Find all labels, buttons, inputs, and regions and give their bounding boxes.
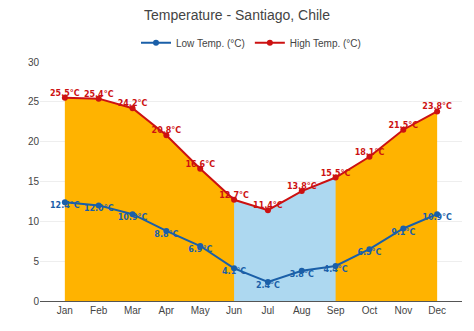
svg-text:16.6°C: 16.6°C bbox=[185, 160, 215, 169]
svg-text:25: 25 bbox=[28, 96, 40, 107]
svg-text:Mar: Mar bbox=[124, 305, 142, 316]
svg-text:13.8°C: 13.8°C bbox=[287, 182, 317, 191]
svg-text:20: 20 bbox=[28, 136, 40, 147]
svg-text:30: 30 bbox=[28, 57, 40, 68]
svg-text:4.1°C: 4.1°C bbox=[222, 267, 246, 276]
svg-text:10.9°C: 10.9°C bbox=[422, 213, 452, 222]
svg-text:2.4°C: 2.4°C bbox=[256, 281, 280, 290]
svg-text:Jan: Jan bbox=[57, 305, 73, 316]
svg-text:18.1°C: 18.1°C bbox=[355, 148, 385, 157]
svg-text:15.5°C: 15.5°C bbox=[321, 169, 351, 178]
svg-text:Nov: Nov bbox=[394, 305, 412, 316]
svg-text:25.5°C: 25.5°C bbox=[50, 89, 80, 98]
svg-text:10: 10 bbox=[28, 216, 40, 227]
svg-text:Jun: Jun bbox=[226, 305, 242, 316]
svg-text:Aug: Aug bbox=[293, 305, 311, 316]
svg-text:23.8°C: 23.8°C bbox=[422, 102, 452, 111]
svg-text:8.8°C: 8.8°C bbox=[154, 230, 178, 239]
svg-text:20.8°C: 20.8°C bbox=[152, 126, 182, 135]
svg-text:6.9°C: 6.9°C bbox=[188, 245, 212, 254]
svg-text:24.2°C: 24.2°C bbox=[118, 99, 148, 108]
svg-text:Oct: Oct bbox=[362, 305, 378, 316]
svg-text:11.4°C: 11.4°C bbox=[253, 201, 283, 210]
svg-text:6.5°C: 6.5°C bbox=[357, 248, 381, 257]
svg-text:12.7°C: 12.7°C bbox=[219, 191, 249, 200]
svg-text:5: 5 bbox=[33, 256, 39, 267]
svg-text:Low Temp. (°C): Low Temp. (°C) bbox=[176, 38, 245, 49]
svg-text:25.4°C: 25.4°C bbox=[84, 90, 114, 99]
svg-text:21.5°C: 21.5°C bbox=[388, 121, 418, 130]
svg-text:0: 0 bbox=[33, 296, 39, 307]
svg-text:12.4°C: 12.4°C bbox=[50, 201, 80, 210]
svg-text:May: May bbox=[191, 305, 210, 316]
svg-text:Apr: Apr bbox=[159, 305, 175, 316]
svg-text:Dec: Dec bbox=[428, 305, 446, 316]
svg-text:Temperature - Santiago, Chile: Temperature - Santiago, Chile bbox=[144, 7, 330, 23]
svg-text:15: 15 bbox=[28, 176, 40, 187]
svg-text:Jul: Jul bbox=[262, 305, 275, 316]
svg-text:12.0°C: 12.0°C bbox=[84, 204, 114, 213]
svg-text:9.1°C: 9.1°C bbox=[391, 228, 415, 237]
svg-text:Feb: Feb bbox=[90, 305, 108, 316]
svg-text:Sep: Sep bbox=[327, 305, 345, 316]
svg-text:4.4°C: 4.4°C bbox=[324, 265, 348, 274]
svg-text:High Temp. (°C): High Temp. (°C) bbox=[290, 38, 361, 49]
svg-text:10.9°C: 10.9°C bbox=[118, 213, 148, 222]
svg-text:3.8°C: 3.8°C bbox=[290, 270, 314, 279]
